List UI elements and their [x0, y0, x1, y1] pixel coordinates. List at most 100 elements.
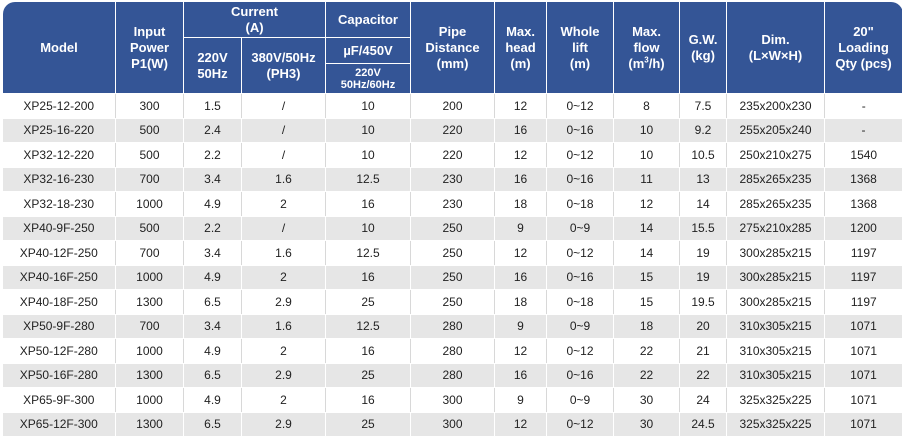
cell-max-flow: 22 — [613, 338, 681, 364]
cell-input-power: 1000 — [115, 191, 184, 217]
cell-pipe-distance: 300 — [410, 412, 496, 437]
cell-pipe-distance: 250 — [410, 240, 496, 266]
cell-max-head: 16 — [494, 363, 548, 388]
cell-max-flow: 12 — [613, 191, 681, 217]
cell-model: XP50-9F-280 — [2, 314, 116, 339]
table-row: XP65-9F-300 1000 4.9 2 16 300 9 0~9 30 24 325x325x… — [2, 387, 903, 413]
header-max-head: Max. head (m) — [494, 1, 548, 94]
cell-model: XP40-18F-250 — [2, 289, 116, 315]
cell-pipe-distance: 230 — [410, 167, 496, 192]
cell-loading-qty: 1071 — [824, 314, 904, 339]
cell-capacitor: 25 — [325, 412, 412, 437]
cell-current-380v: 2 — [241, 387, 327, 413]
cell-max-head: 16 — [494, 118, 548, 143]
cell-dimensions: 285x265x235 — [726, 191, 826, 217]
cell-pipe-distance: 220 — [410, 142, 496, 168]
cell-loading-qty: 1197 — [824, 265, 904, 290]
cell-current-220v: 4.9 — [183, 387, 242, 413]
table-row: XP50-12F-280 1000 4.9 2 16 280 12 0~12 22 21 310x3… — [2, 338, 903, 364]
cell-whole-lift: 0~16 — [546, 167, 615, 192]
cell-pipe-distance: 200 — [410, 93, 496, 119]
header-whole-lift: Whole lift (m) — [546, 1, 615, 94]
table-row: XP50-9F-280 700 3.4 1.6 12.5 280 9 0~9 18 20 310x3… — [2, 314, 904, 339]
cell-input-power: 500 — [115, 216, 184, 241]
cell-dimensions: 250x210x275 — [726, 142, 826, 168]
cell-capacitor: 10 — [325, 93, 412, 119]
cell-pipe-distance: 250 — [410, 289, 496, 315]
cell-pipe-distance: 230 — [410, 191, 496, 217]
table-row: XP40-16F-250 1000 4.9 2 16 250 16 0~16 15 19 300x2… — [2, 265, 904, 290]
cell-gross-weight: 19 — [679, 265, 728, 290]
header-gross-weight: G.W. (kg) — [679, 1, 728, 94]
cell-capacitor: 16 — [325, 338, 412, 364]
cell-gross-weight: 19.5 — [679, 289, 728, 315]
cell-whole-lift: 0~16 — [546, 118, 615, 143]
table-row: XP65-12F-300 1300 6.5 2.9 25 300 12 0~12 30 24.5 3… — [2, 412, 904, 437]
table-row: XP40-18F-250 1300 6.5 2.9 25 250 18 0~18 15 19.5 3… — [2, 289, 903, 315]
cell-pipe-distance: 250 — [410, 216, 496, 241]
cell-gross-weight: 24 — [679, 387, 728, 413]
cell-model: XP32-16-230 — [2, 167, 116, 192]
cell-max-head: 12 — [494, 412, 548, 437]
cell-current-380v: / — [241, 142, 327, 168]
cell-capacitor: 10 — [325, 216, 412, 241]
cell-max-flow: 15 — [613, 265, 681, 290]
header-max-flow: Max. flow (m3/h) — [613, 1, 681, 94]
cell-model: XP40-9F-250 — [2, 216, 116, 241]
cell-input-power: 1000 — [115, 338, 184, 364]
cell-max-flow: 14 — [613, 240, 681, 266]
cell-loading-qty: 1540 — [824, 142, 903, 168]
cell-input-power: 700 — [115, 314, 184, 339]
cell-current-380v: 2 — [241, 338, 327, 364]
cell-loading-qty: 1200 — [824, 216, 904, 241]
cell-current-220v: 2.4 — [183, 118, 242, 143]
cell-input-power: 1300 — [115, 412, 184, 437]
cell-whole-lift: 0~12 — [546, 338, 615, 364]
table-row: XP25-16-220 500 2.4/10 220 16 0~16 10 9.2 255x20… — [2, 118, 904, 143]
cell-max-head: 12 — [494, 93, 548, 119]
cell-max-head: 9 — [494, 216, 548, 241]
cell-current-380v: 2 — [241, 265, 327, 290]
cell-whole-lift: 0~16 — [546, 265, 615, 290]
cell-max-head: 16 — [494, 167, 548, 192]
cell-model: XP50-16F-280 — [2, 363, 116, 388]
cell-gross-weight: 10.5 — [679, 142, 728, 168]
cell-loading-qty: - — [824, 93, 903, 119]
cell-current-220v: 4.9 — [183, 191, 242, 217]
cell-max-flow: 10 — [613, 118, 681, 143]
table-row: XP32-16-230 700 3.4 1.6 12.5 230 16 0~16 11 13 285… — [2, 167, 904, 192]
cell-gross-weight: 19 — [679, 240, 728, 266]
cell-gross-weight: 20 — [679, 314, 728, 339]
cell-model: XP65-12F-300 — [2, 412, 116, 437]
cell-current-380v: / — [241, 93, 327, 119]
cell-whole-lift: 0~12 — [546, 93, 615, 119]
cell-max-head: 18 — [494, 191, 548, 217]
cell-gross-weight: 9.2 — [679, 118, 728, 143]
cell-loading-qty: 1197 — [824, 240, 903, 266]
cell-max-head: 12 — [494, 240, 548, 266]
cell-gross-weight: 13 — [679, 167, 728, 192]
cell-max-head: 16 — [494, 265, 548, 290]
cell-gross-weight: 7.5 — [679, 93, 728, 119]
cell-input-power: 1300 — [115, 289, 184, 315]
cell-capacitor: 12.5 — [325, 240, 412, 266]
cell-capacitor: 16 — [325, 387, 412, 413]
cell-capacitor: 16 — [325, 191, 412, 217]
header-pipe-distance: Pipe Distance (mm) — [410, 1, 496, 94]
table-row: XP40-9F-250 500 2.2/10 250 9 0~9 14 15.5 275x210… — [2, 216, 904, 241]
cell-current-220v: 2.2 — [183, 142, 242, 168]
cell-gross-weight: 14 — [679, 191, 728, 217]
header-capacitor-voltage: 220V 50Hz/60Hz — [325, 63, 412, 94]
cell-model: XP40-16F-250 — [2, 265, 116, 290]
cell-dimensions: 235x200x230 — [726, 93, 826, 119]
cell-max-flow: 15 — [613, 289, 681, 315]
header-input-power: Input Power P1(W) — [115, 1, 184, 94]
cell-dimensions: 310x305x215 — [726, 363, 826, 388]
cell-model: XP25-12-200 — [2, 93, 116, 119]
cell-whole-lift: 0~16 — [546, 363, 615, 388]
cell-dimensions: 300x285x215 — [726, 240, 826, 266]
cell-max-flow: 10 — [613, 142, 681, 168]
cell-loading-qty: 1368 — [824, 167, 904, 192]
cell-whole-lift: 0~12 — [546, 412, 615, 437]
